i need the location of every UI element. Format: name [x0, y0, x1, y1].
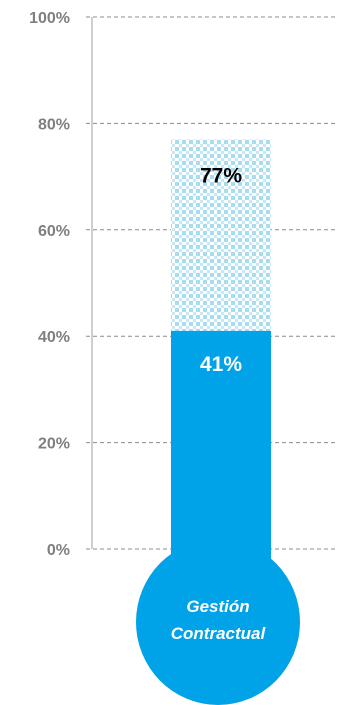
- category-label-line: Contractual: [171, 624, 267, 643]
- y-tick-label: 40%: [38, 329, 70, 346]
- actual-bar: [171, 330, 271, 559]
- y-tick-label: 80%: [38, 116, 70, 133]
- thermometer-bulb: [136, 539, 300, 705]
- y-axis-tick-labels: 0% 20% 40% 60% 80% 100%: [29, 10, 70, 559]
- category-label-line: Gestión: [186, 597, 249, 616]
- data-label-target: 77%: [200, 164, 242, 187]
- data-labels: 77% 41%: [200, 164, 242, 376]
- category-label: Gestión Contractual: [171, 597, 267, 643]
- data-label-actual: 41%: [200, 353, 242, 376]
- y-tick-label: 100%: [29, 10, 70, 27]
- y-tick-label: 0%: [47, 542, 70, 559]
- target-bar: [171, 139, 271, 331]
- y-tick-label: 60%: [38, 223, 70, 240]
- y-tick-label: 20%: [38, 436, 70, 453]
- thermometer-bars: [136, 139, 300, 705]
